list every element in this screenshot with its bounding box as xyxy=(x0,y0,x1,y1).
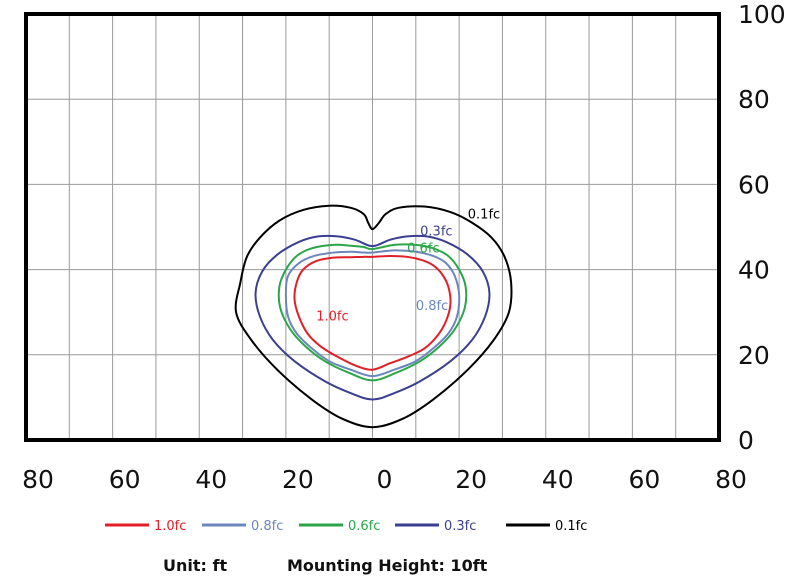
y-tick-label: 60 xyxy=(738,170,770,199)
y-tick-label: 80 xyxy=(738,85,770,114)
x-tick-label: 80 xyxy=(715,465,747,494)
legend: 1.0fc 0.8fc 0.6fc 0.3fc 0.1fc xyxy=(105,519,587,534)
contour-0-6fc xyxy=(277,243,468,382)
contour-0-1fc xyxy=(234,204,513,429)
x-tick-label: 60 xyxy=(109,465,141,494)
x-tick-labels: 80 60 40 20 0 20 40 60 80 xyxy=(22,465,747,494)
plot-frame xyxy=(24,12,721,442)
contour-label: 0.6fc xyxy=(407,242,439,257)
legend-label: 0.8fc xyxy=(251,519,283,534)
y-tick-label: 100 xyxy=(738,0,786,29)
contour-label: 0.3fc xyxy=(420,225,452,240)
x-tick-label: 40 xyxy=(195,465,227,494)
contour-label: 1.0fc xyxy=(316,310,348,325)
contour-curves xyxy=(234,204,513,429)
x-tick-label: 20 xyxy=(282,465,314,494)
mounting-height-label: Mounting Height: 10ft xyxy=(287,556,488,575)
y-tick-labels: 0 20 40 60 80 100 xyxy=(738,0,786,455)
x-tick-label: 20 xyxy=(455,465,487,494)
y-tick-label: 0 xyxy=(738,426,754,455)
legend-label: 0.6fc xyxy=(348,519,380,534)
y-tick-label: 40 xyxy=(738,256,770,285)
unit-label: Unit: ft xyxy=(163,556,228,575)
contour-1-0fc xyxy=(293,254,452,371)
x-tick-label: 0 xyxy=(377,465,393,494)
contour-label: 0.1fc xyxy=(468,207,500,222)
legend-label: 0.3fc xyxy=(444,519,476,534)
contour-0-3fc xyxy=(254,234,491,401)
legend-label: 1.0fc xyxy=(154,519,186,534)
x-tick-label: 40 xyxy=(542,465,574,494)
contour-label: 0.8fc xyxy=(416,299,448,314)
contour-0-8fc xyxy=(284,249,461,378)
contour-labels: 0.1fc 0.3fc 0.6fc 0.8fc 1.0fc xyxy=(316,207,500,324)
legend-label: 0.1fc xyxy=(555,519,587,534)
x-tick-label: 80 xyxy=(22,465,54,494)
x-tick-label: 60 xyxy=(628,465,660,494)
y-tick-label: 20 xyxy=(738,341,770,370)
